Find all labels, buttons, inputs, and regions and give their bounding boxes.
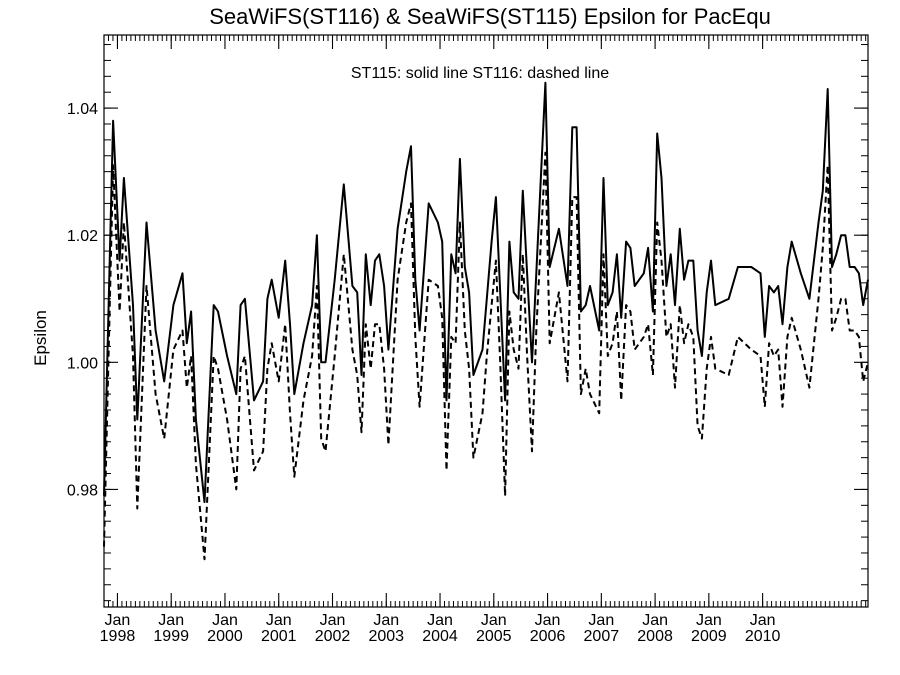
x-tick-year: 2008 [637, 628, 673, 645]
x-tick-year: 2004 [422, 628, 458, 645]
x-tick-month: Jan [105, 612, 131, 629]
st115-solid-line [103, 81, 869, 504]
series-lines [103, 81, 869, 561]
x-tick-month: Jan [588, 612, 614, 629]
x-tick-month: Jan [266, 612, 292, 629]
y-axis-label: Epsilon [31, 310, 50, 366]
legend-annotation: ST115: solid line ST116: dashed line [351, 65, 609, 82]
x-tick-year: 1999 [153, 628, 189, 645]
x-tick-month: Jan [750, 612, 776, 629]
x-tick-year: 1998 [100, 628, 136, 645]
plot-frame [103, 34, 869, 608]
x-tick-year: 2007 [584, 628, 620, 645]
x-tick-month: Jan [642, 612, 668, 629]
x-tick-year: 2009 [691, 628, 727, 645]
x-tick-year: 2010 [745, 628, 781, 645]
y-tick-label: 0.98 [67, 482, 98, 499]
chart-title: SeaWiFS(ST116) & SeaWiFS(ST115) Epsilon … [209, 4, 771, 29]
x-tick-month: Jan [158, 612, 184, 629]
x-tick-month: Jan [212, 612, 238, 629]
y-tick-label: 1.00 [67, 355, 98, 372]
x-tick-month: Jan [320, 612, 346, 629]
x-tick-year: 2002 [315, 628, 351, 645]
x-tick-month: Jan [427, 612, 453, 629]
x-tick-year: 2000 [207, 628, 243, 645]
y-tick-label: 1.02 [67, 228, 98, 245]
x-tick-month: Jan [696, 612, 722, 629]
x-tick-month: Jan [535, 612, 561, 629]
x-tick-year: 2005 [476, 628, 512, 645]
x-tick-year: 2003 [368, 628, 404, 645]
axis-ticks: 0.981.001.021.04Jan1998Jan1999Jan2000Jan… [67, 35, 868, 645]
st116-dashed-line [103, 151, 869, 561]
x-tick-month: Jan [481, 612, 507, 629]
x-tick-year: 2006 [530, 628, 566, 645]
x-tick-month: Jan [373, 612, 399, 629]
y-tick-label: 1.04 [67, 101, 98, 118]
x-tick-year: 2001 [261, 628, 297, 645]
